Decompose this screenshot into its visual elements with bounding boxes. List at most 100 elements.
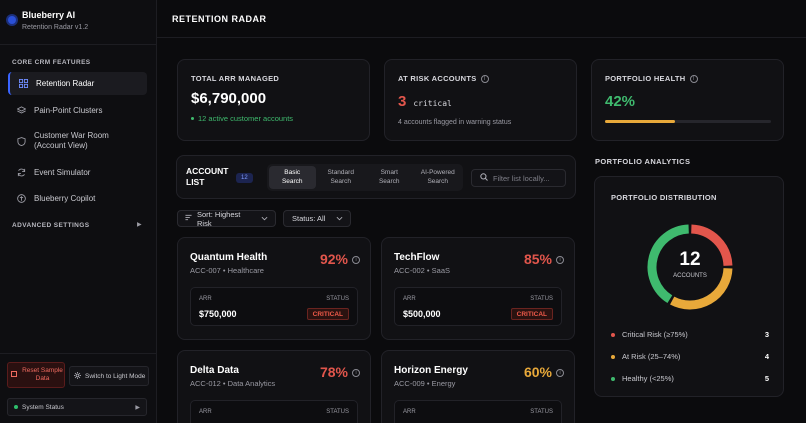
status-dot-icon: [191, 117, 194, 120]
section-advanced-settings[interactable]: ADVANCED SETTINGS: [12, 222, 90, 229]
portfolio-distribution-card: PORTFOLIO DISTRIBUTION 12 ACCOUNTS Criti…: [594, 176, 784, 397]
kpi-value-row: 3 critical: [398, 93, 452, 110]
shield-icon: [17, 136, 26, 146]
sidebar-bottom-divider: [0, 353, 157, 354]
layers-icon: [17, 105, 26, 115]
brand-subtitle: Retention Radar v1.2: [22, 24, 89, 31]
account-count-badge: 12: [236, 173, 253, 183]
account-name: Horizon Energy: [394, 365, 468, 376]
brand-logo: [8, 16, 16, 24]
kpi-label: PORTFOLIO HEALTH: [605, 74, 686, 83]
sidebar-item-pain-point-clusters[interactable]: Pain-Point Clusters: [8, 99, 147, 121]
legend-dot-icon: [611, 354, 615, 359]
info-icon[interactable]: i: [352, 369, 360, 377]
sidebar-item-label: Pain-Point Clusters: [34, 105, 103, 115]
sort-dropdown[interactable]: Sort: Highest Risk: [177, 210, 276, 228]
risk-score: 85%: [523, 251, 552, 267]
tab-basic-search[interactable]: Basic Search: [269, 166, 316, 189]
chevron-right-icon[interactable]: ▶: [137, 222, 142, 228]
info-icon[interactable]: i: [556, 256, 564, 264]
chevron-down-icon: [261, 214, 268, 223]
account-details: ARR $750,000 STATUS CRITICAL: [190, 287, 358, 326]
reset-label: Reset Sample Data: [22, 367, 63, 382]
kpi-value: 3: [398, 93, 407, 110]
arr-label: ARR: [199, 296, 212, 302]
kpi-value: 42%: [605, 93, 636, 110]
sidebar-item-label: Customer War Room (Account View): [34, 131, 109, 150]
legend-label: Healthy (<25%): [622, 374, 674, 383]
risk-score: 92%: [319, 251, 348, 267]
donut-slice-0: [690, 224, 733, 267]
account-meta: ACC-009 • Energy: [394, 379, 456, 388]
donut-center-value: 12: [679, 249, 701, 270]
sidebar-item-label: Blueberry Copilot: [34, 193, 96, 203]
account-card-techflow[interactable]: TechFlow ACC-002 • SaaS 85% i ARR $500,0…: [381, 237, 575, 340]
refresh-icon: [17, 168, 26, 177]
portfolio-distribution-title: PORTFOLIO DISTRIBUTION: [611, 193, 717, 202]
info-icon[interactable]: i: [556, 369, 564, 377]
legend-dot-icon: [611, 332, 615, 337]
search-icon: [480, 173, 488, 183]
health-progress-fill: [605, 120, 675, 123]
section-core-features: CORE CRM FEATURES: [12, 59, 91, 66]
light-mode-toggle[interactable]: Switch to Light Mode: [69, 366, 149, 386]
portfolio-donut-chart: [647, 224, 733, 310]
donut-slice-1: [670, 267, 733, 310]
kpi-note: 12 active customer accounts: [191, 114, 293, 123]
account-list-title-line2: LIST: [186, 177, 205, 188]
legend-value: 5: [764, 374, 769, 383]
risk-score: 78%: [319, 364, 348, 380]
status-label: STATUS: [326, 296, 349, 302]
account-card-horizon-energy[interactable]: Horizon Energy ACC-009 • Energy 60% i AR…: [381, 350, 575, 423]
account-card-delta-data[interactable]: Delta Data ACC-012 • Data Analytics 78% …: [177, 350, 371, 423]
sidebar-item-event-simulator[interactable]: Event Simulator: [8, 161, 147, 183]
tab-standard-search[interactable]: Standard Search: [327, 169, 354, 185]
info-icon[interactable]: i: [352, 256, 360, 264]
system-status[interactable]: System Status ▶: [7, 398, 147, 416]
account-details: ARR $500,000 STATUS CRITICAL: [394, 287, 562, 326]
sun-icon: [74, 371, 81, 381]
page-title: RETENTION RADAR: [172, 14, 267, 24]
copilot-icon: [17, 193, 26, 203]
status-label: STATUS: [530, 296, 553, 302]
info-icon[interactable]: i: [689, 75, 698, 84]
sidebar-item-label: Event Simulator: [34, 167, 91, 177]
legend-label: At Risk (25–74%): [622, 352, 681, 361]
legend-label: Critical Risk (≥75%): [622, 330, 688, 339]
account-list-title: ACCOUNT LIST: [186, 166, 229, 189]
status-label: STATUS: [530, 409, 553, 415]
status-badge: CRITICAL: [306, 308, 349, 320]
account-card-quantum-health[interactable]: Quantum Health ACC-007 • Healthcare 92% …: [177, 237, 371, 340]
arr-value: $750,000: [199, 309, 237, 319]
reset-sample-data-button[interactable]: Reset Sample Data: [7, 362, 65, 388]
tab-smart-search[interactable]: Smart Search: [378, 169, 400, 185]
filter-input[interactable]: Filter list locally...: [471, 169, 566, 187]
light-mode-label: Switch to Light Mode: [85, 372, 146, 380]
brand: Blueberry AI Retention Radar v1.2: [8, 10, 88, 31]
tab-ai-powered-search[interactable]: AI-Powered Search: [420, 169, 455, 185]
sidebar-item-customer-war-room[interactable]: Customer War Room (Account View): [8, 128, 147, 154]
account-details: ARR STATUS: [190, 400, 358, 423]
legend-item-healthy: Healthy (<25%) 5: [611, 374, 769, 383]
kpi-portfolio-health: PORTFOLIO HEALTH i 42%: [591, 59, 784, 141]
status-label: STATUS: [326, 409, 349, 415]
account-meta: ACC-007 • Healthcare: [190, 266, 264, 275]
info-icon[interactable]: i: [480, 75, 489, 84]
kpi-label-wrap: AT RISK ACCOUNTS i: [398, 74, 489, 84]
top-bar: RETENTION RADAR: [157, 0, 806, 38]
grid-icon: [19, 79, 28, 88]
legend-value: 4: [764, 352, 769, 361]
status-filter-label: Status: All: [292, 214, 326, 223]
status-dropdown[interactable]: Status: All: [283, 210, 351, 227]
sidebar-item-blueberry-copilot[interactable]: Blueberry Copilot: [8, 187, 147, 209]
status-badge: CRITICAL: [510, 308, 553, 320]
reset-icon: [11, 370, 17, 380]
chevron-down-icon: [336, 214, 343, 223]
risk-score: 60%: [523, 364, 552, 380]
kpi-label: AT RISK ACCOUNTS: [398, 74, 477, 83]
account-list-title-line1: ACCOUNT: [186, 166, 229, 176]
arr-label: ARR: [403, 296, 416, 302]
sidebar-item-retention-radar[interactable]: Retention Radar: [8, 72, 147, 95]
kpi-at-risk: AT RISK ACCOUNTS i 3 critical 4 accounts …: [384, 59, 577, 141]
chevron-right-icon: ▶: [135, 404, 140, 411]
